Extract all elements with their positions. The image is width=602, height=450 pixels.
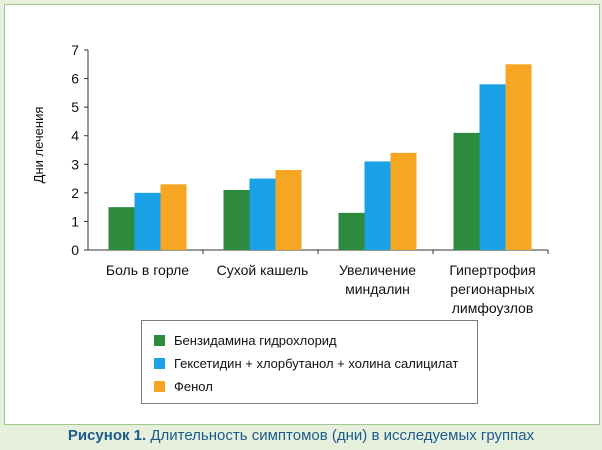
bar: [364, 161, 391, 250]
bar: [453, 132, 480, 250]
x-tick-label: регионарных: [450, 281, 534, 297]
legend-item: Бензидамина гидрохлорид: [154, 331, 337, 349]
legend-swatch: [154, 334, 165, 346]
x-axis: Боль в горле Сухой кашель Увеличение миндал…: [106, 250, 549, 316]
bar: [275, 170, 302, 250]
bar: [160, 184, 187, 250]
y-axis-label: Дни лечения: [31, 107, 46, 184]
x-tick-label: Сухой кашель: [217, 262, 309, 278]
x-tick-label: миндалин: [345, 281, 410, 297]
x-tick-label: Увеличение: [339, 262, 416, 278]
caption-label: Рисунок 1.: [67, 427, 147, 444]
bar: [249, 178, 276, 250]
y-tick-label: 2: [71, 185, 79, 201]
y-tick-label: 7: [71, 42, 79, 58]
y-tick-label: 5: [71, 99, 79, 115]
y-tick-label: 4: [71, 128, 79, 144]
legend-label: Бензидамина гидрохлорид: [174, 332, 337, 348]
figure-caption: Рисунок 1. Длительность симптомов (дни) …: [0, 427, 602, 444]
legend-label: Гекcетидин + хлорбутанол + холина салици…: [174, 355, 459, 371]
x-tick-label: Гипертрофия: [449, 262, 535, 278]
x-tick-label: Боль в горле: [106, 262, 189, 278]
bar: [338, 212, 365, 250]
caption-text: Длительность симптомов (дни) в исследуем…: [150, 427, 535, 444]
legend-label: Фенол: [174, 378, 213, 394]
legend-swatch: [154, 380, 165, 392]
bar: [479, 84, 506, 251]
legend-item: Фенол: [154, 377, 213, 395]
bar: [505, 64, 532, 251]
y-tick-label: 3: [71, 156, 79, 172]
legend: Бензидамина гидрохлорид Гекcетидин + хло…: [141, 320, 478, 404]
bar: [223, 190, 250, 250]
y-tick-label: 1: [71, 213, 79, 229]
y-tick-label: 0: [71, 242, 79, 258]
bars: [108, 64, 532, 251]
bar: [134, 192, 161, 250]
x-tick-label: лимфоузлов: [452, 300, 534, 316]
bar: [108, 207, 135, 250]
bar: [390, 152, 417, 250]
y-tick-label: 6: [71, 71, 79, 87]
legend-swatch: [154, 357, 165, 369]
legend-item: Гекcетидин + хлорбутанол + холина салици…: [154, 354, 458, 372]
